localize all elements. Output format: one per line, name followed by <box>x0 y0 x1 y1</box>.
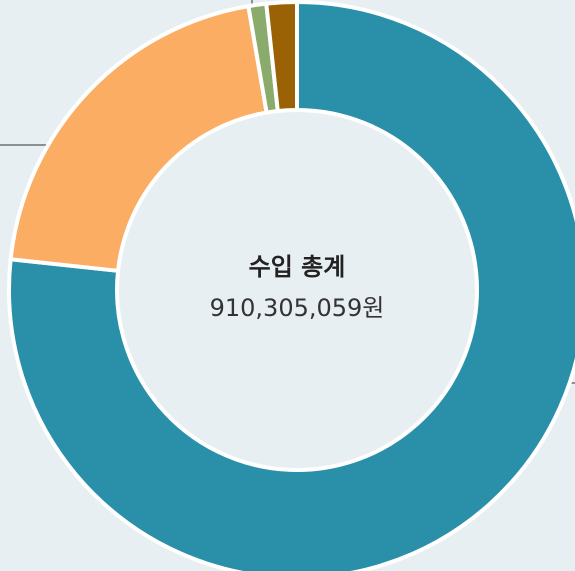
slice <box>264 0 299 114</box>
center-title: 수입 총계 <box>249 253 346 281</box>
center-value: 910,305,059원 <box>210 294 385 322</box>
slices <box>7 0 575 571</box>
slice <box>7 0 575 571</box>
slice <box>8 4 269 273</box>
